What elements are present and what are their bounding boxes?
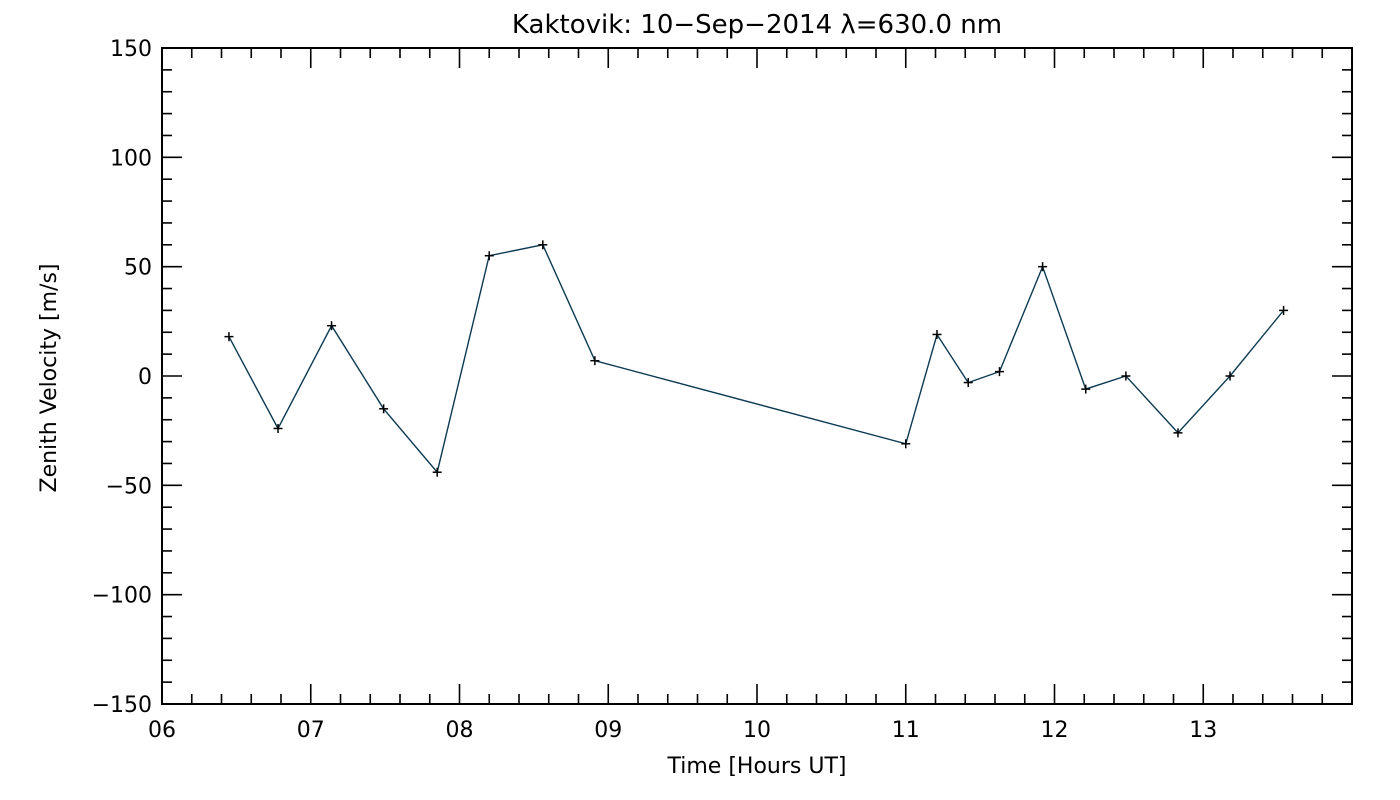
markers-layer xyxy=(224,240,1289,477)
data-point xyxy=(590,356,600,366)
data-point xyxy=(224,332,234,342)
axis-ticks xyxy=(161,47,1353,705)
data-point xyxy=(994,367,1004,377)
plot-frame xyxy=(161,47,1353,705)
data-point xyxy=(1121,371,1131,381)
data-point xyxy=(963,378,973,388)
x-tick-label: 09 xyxy=(594,718,622,743)
data-point xyxy=(538,240,548,250)
y-tick-label: −50 xyxy=(106,474,152,499)
y-tick-label: 50 xyxy=(124,256,152,281)
x-tick-label: 08 xyxy=(446,718,474,743)
data-point xyxy=(901,439,911,449)
x-tick-label: 07 xyxy=(297,718,325,743)
y-tick-label: 0 xyxy=(138,365,152,390)
data-point xyxy=(327,321,337,331)
data-point xyxy=(1173,428,1183,438)
y-tick-label: −150 xyxy=(92,693,152,718)
x-tick-label: 13 xyxy=(1189,718,1217,743)
data-point xyxy=(1225,371,1235,381)
x-tick-label: 10 xyxy=(743,718,771,743)
x-tick-label: 06 xyxy=(148,718,176,743)
data-point xyxy=(1038,262,1048,272)
chart-title: Kaktovik: 10−Sep−2014 λ=630.0 nm xyxy=(512,10,1002,40)
data-point xyxy=(273,423,283,433)
x-axis-label: Time [Hours UT] xyxy=(667,754,847,779)
data-point xyxy=(1081,384,1091,394)
axis-tick-labels: 06 07 08 09 10 11 12 13 −150 −100 −50 0 50 100 150 xyxy=(92,37,1218,743)
y-axis-label: Zenith Velocity [m/s] xyxy=(37,264,62,493)
data-point xyxy=(379,404,389,414)
x-tick-label: 11 xyxy=(892,718,920,743)
data-point xyxy=(932,329,942,339)
series-layer xyxy=(228,244,1285,474)
y-tick-label: 150 xyxy=(110,37,152,62)
data-point xyxy=(1279,305,1289,315)
data-point xyxy=(432,467,442,477)
y-tick-label: 100 xyxy=(110,146,152,171)
series-line xyxy=(228,244,1285,474)
data-point xyxy=(484,251,494,261)
x-tick-label: 12 xyxy=(1041,718,1069,743)
y-tick-label: −100 xyxy=(92,584,152,609)
